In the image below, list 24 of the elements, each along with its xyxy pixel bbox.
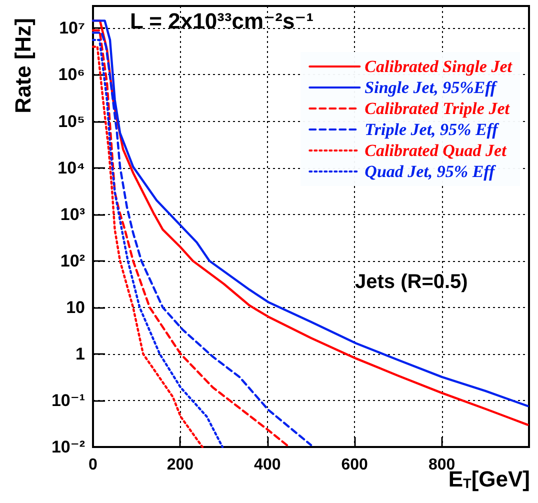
x-tick-label: 400 xyxy=(254,456,281,474)
annotation: L = 2x10³³cm⁻²s⁻¹ xyxy=(130,8,314,34)
y-tick-label: 10⁻² xyxy=(51,438,86,456)
y-tick-label: 10⁴ xyxy=(58,158,85,178)
legend-label: Calibrated Single Jet xyxy=(364,57,514,76)
y-tick-label: 10³ xyxy=(60,204,86,224)
legend-label: Calibrated Quad Jet xyxy=(364,141,508,160)
legend-label: Triple Jet, 95% Eff xyxy=(364,120,500,139)
y-tick-label: 10² xyxy=(60,251,86,270)
y-tick-label: 10⁵ xyxy=(58,112,85,131)
x-tick-label: 600 xyxy=(341,456,368,474)
y-tick-label: 10 xyxy=(66,298,85,317)
x-tick-label: 200 xyxy=(166,456,194,474)
y-tick-label: 1 xyxy=(76,344,85,364)
annotation: Jets (R=0.5) xyxy=(355,271,468,293)
y-tick-label: 10⁻¹ xyxy=(51,390,86,410)
y-axis-title: Rate [Hz] xyxy=(10,18,36,114)
legend-label: Quad Jet, 95% Eff xyxy=(364,162,498,181)
x-tick-label: 0 xyxy=(88,456,98,474)
line-series xyxy=(92,38,224,448)
legend-label: Single Jet, 95%Eff xyxy=(364,78,498,97)
y-tick-label: 10⁶ xyxy=(58,65,85,84)
legend-label: Calibrated Triple Jet xyxy=(364,99,511,118)
y-tick-label: 10⁷ xyxy=(59,18,85,38)
